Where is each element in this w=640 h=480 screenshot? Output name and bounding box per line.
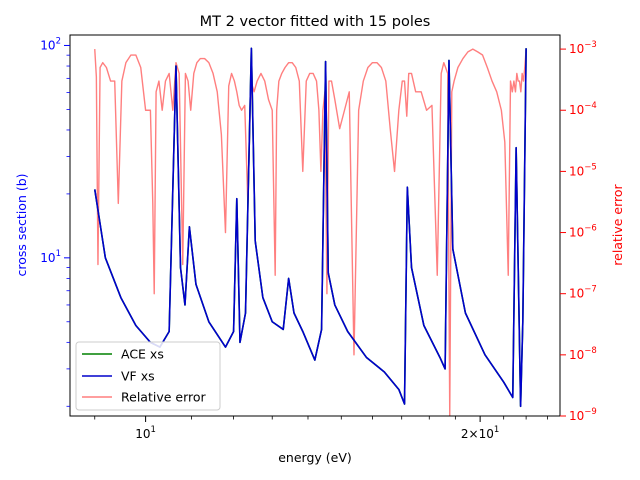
y-right-tick-label: 10−5 xyxy=(569,162,597,178)
y-axis-right: 10−9 10−8 10−7 10−6 10−5 10−4 10−3 xyxy=(560,40,597,423)
x-axis-label: energy (eV) xyxy=(278,450,352,465)
legend-label-ace: ACE xs xyxy=(121,347,164,362)
y-right-tick-label: 10−3 xyxy=(569,40,597,56)
legend: ACE xs VF xs Relative error xyxy=(75,341,221,411)
y-axis-left: 101 102 xyxy=(40,36,70,407)
x-tick-label: 2×101 xyxy=(461,425,499,441)
legend-label-error: Relative error xyxy=(121,390,207,405)
plot-frame xyxy=(69,34,561,417)
series-layer xyxy=(93,47,527,416)
y-axis-left-label: cross section (b) xyxy=(14,173,29,276)
plot-area xyxy=(69,34,561,417)
series-line-relative-error xyxy=(94,48,527,416)
y-right-tick-label: 10−6 xyxy=(569,224,597,240)
legend-box xyxy=(75,341,221,411)
y-right-tick-label: 10−9 xyxy=(569,407,597,423)
y-axis-right-label: relative error xyxy=(610,183,625,265)
x-axis: 101 2×101 xyxy=(94,416,548,441)
y-right-tick-label: 10−8 xyxy=(569,346,597,362)
y-left-tick-label: 102 xyxy=(40,36,61,52)
y-right-tick-label: 10−4 xyxy=(569,101,597,117)
y-right-tick-label: 10−7 xyxy=(569,285,597,301)
x-tick-label: 101 xyxy=(135,425,156,441)
y-left-tick-label: 101 xyxy=(40,249,61,265)
series-line-vf xyxy=(93,47,527,408)
chart-title: MT 2 vector fitted with 15 poles xyxy=(200,14,431,30)
legend-label-vf: VF xs xyxy=(121,369,155,384)
